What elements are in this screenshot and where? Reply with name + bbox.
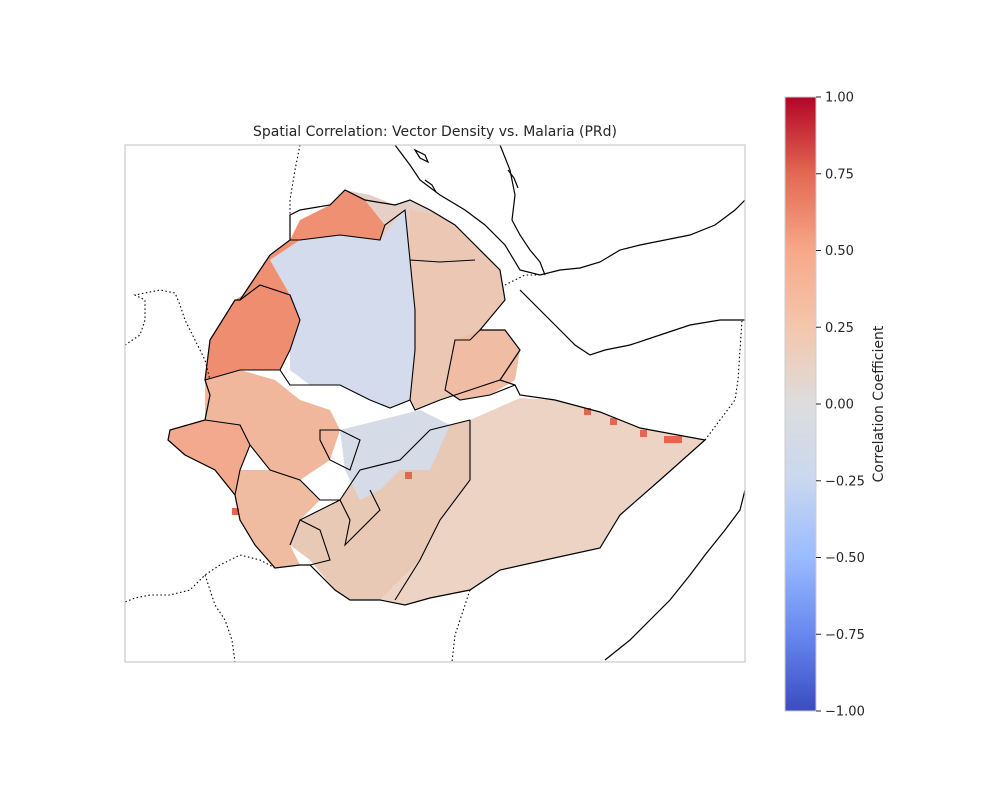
colorbar-gradient bbox=[784, 96, 817, 712]
colorbar-ticks: 1.00 0.75 0.50 0.25 0.00 −0.25 −0.50 −0.75 −1.00 bbox=[816, 91, 865, 720]
region-oromia-central bbox=[340, 410, 450, 500]
hotspot-6 bbox=[232, 508, 239, 515]
international-borders bbox=[125, 145, 743, 662]
region-benishangul bbox=[205, 285, 300, 380]
colorbar-tick-label: −0.50 bbox=[825, 551, 865, 566]
map-frame bbox=[124, 144, 746, 663]
region-amhara-west bbox=[235, 190, 385, 300]
region-gambela bbox=[168, 420, 250, 495]
hotspot-5 bbox=[640, 430, 647, 437]
region-somali bbox=[380, 398, 705, 605]
colorbar-tick-label: 0.25 bbox=[825, 321, 854, 336]
hotspot-2 bbox=[584, 408, 591, 415]
colorbar-tick-label: 0.75 bbox=[825, 167, 854, 182]
correlation-raster bbox=[168, 190, 705, 605]
hotspot-4 bbox=[664, 436, 682, 443]
colorbar-tick-label: −0.75 bbox=[825, 628, 865, 643]
colorbar: 1.00 0.75 0.50 0.25 0.00 −0.25 −0.50 −0.75 −1.00… bbox=[784, 91, 887, 720]
colorbar-label: Correlation Coefficient bbox=[871, 325, 887, 482]
hotspot-1 bbox=[405, 472, 412, 479]
colorbar-tick-label: −1.00 bbox=[825, 705, 865, 720]
hotspot-3 bbox=[610, 418, 617, 425]
colorbar-tick-label: 0.00 bbox=[825, 398, 854, 413]
colorbar-tick-label: −0.25 bbox=[825, 474, 865, 489]
country-border bbox=[167, 189, 707, 606]
chart-title: Spatial Correlation: Vector Density vs. … bbox=[253, 124, 617, 140]
region-snnpr bbox=[235, 470, 320, 568]
map-axes bbox=[125, 145, 745, 662]
region-west bbox=[205, 370, 340, 480]
colorbar-tick-label: 1.00 bbox=[825, 91, 854, 106]
region-afar-east bbox=[445, 330, 520, 400]
region-amhara bbox=[270, 210, 415, 408]
colorbar-tick-label: 0.50 bbox=[825, 244, 854, 259]
region-borders bbox=[204, 208, 516, 601]
coastlines bbox=[394, 145, 745, 661]
